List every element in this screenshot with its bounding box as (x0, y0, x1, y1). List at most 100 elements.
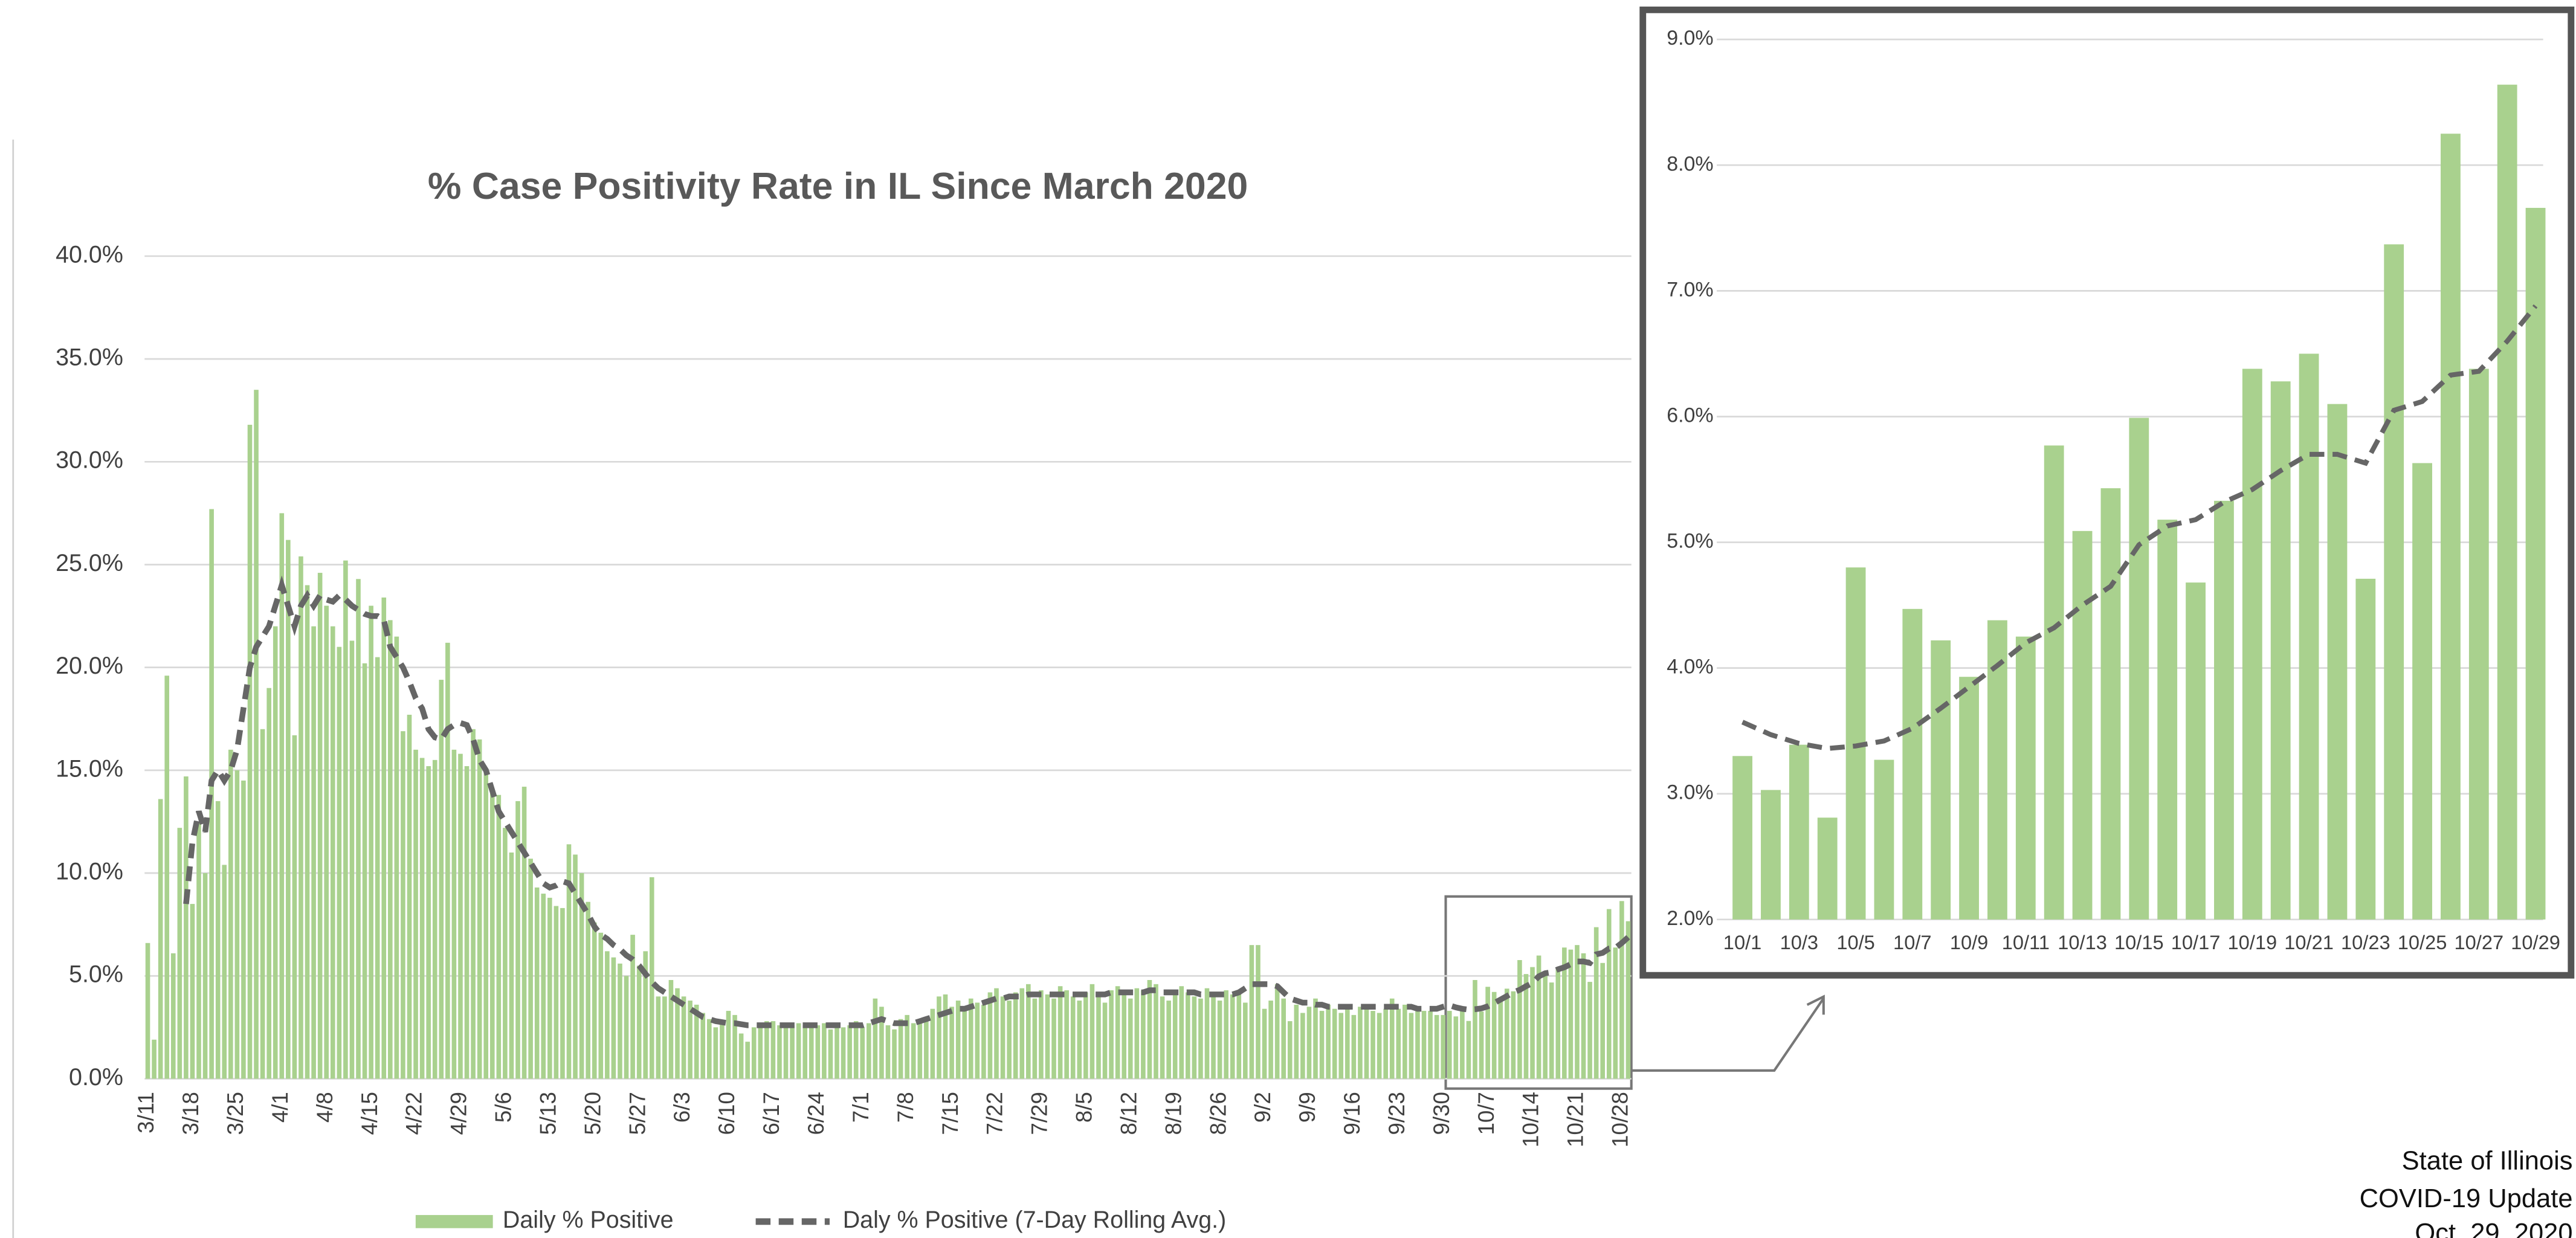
bar (738, 1033, 744, 1079)
x-tick-label: 8/19 (1161, 1092, 1186, 1135)
bar (1523, 974, 1529, 1079)
x-tick-label: 7/29 (1027, 1092, 1052, 1135)
bar (228, 749, 233, 1079)
bar (286, 540, 291, 1079)
bar (202, 873, 208, 1079)
bar (362, 663, 367, 1079)
bar (273, 626, 278, 1079)
bar (2299, 353, 2319, 920)
bar (1122, 994, 1127, 1079)
bar (1549, 982, 1554, 1079)
zoom-highlight (1444, 895, 1633, 1090)
bar (764, 1021, 769, 1079)
x-tick-label: 5/13 (535, 1092, 560, 1135)
bar (209, 509, 214, 1079)
bar (152, 1039, 157, 1079)
bar (1268, 1001, 1273, 1079)
footer-line: Oct. 29, 2020 (2415, 1219, 2572, 1238)
x-tick-label: 9/30 (1429, 1092, 1454, 1135)
y-tick-label: 6.0% (1667, 404, 1713, 427)
bar (1204, 988, 1210, 1079)
bar (1761, 790, 1781, 920)
bar (1931, 640, 1951, 920)
bar (841, 1027, 846, 1079)
bar (489, 790, 495, 1079)
y-tick-label: 10.0% (56, 858, 123, 885)
bar (1013, 992, 1018, 1079)
bar (324, 605, 329, 1079)
bar (419, 758, 425, 1079)
bar (700, 1013, 706, 1079)
bar (1511, 991, 1516, 1079)
x-tick-label: 9/16 (1340, 1092, 1364, 1135)
bar (879, 1007, 884, 1079)
bar (1498, 998, 1503, 1079)
bar (1606, 909, 1612, 1079)
bar (317, 573, 323, 1079)
bar (1211, 994, 1216, 1079)
bar (1032, 998, 1038, 1079)
bar (279, 513, 285, 1079)
bar (1186, 992, 1190, 1079)
bar (2044, 445, 2064, 920)
bar (2214, 500, 2234, 920)
bar (554, 906, 559, 1079)
x-tick-label: 4/15 (357, 1092, 382, 1135)
y-tick-label: 9.0% (1667, 27, 1713, 50)
bar (2468, 369, 2489, 920)
x-tick-label: 6/24 (804, 1092, 828, 1135)
bar (1453, 1016, 1459, 1079)
bar (618, 963, 622, 1079)
x-tick-label: 10/25 (2398, 931, 2447, 953)
bar (732, 1014, 737, 1079)
bar (1434, 1014, 1439, 1079)
bar (1817, 817, 1838, 920)
bar (222, 865, 227, 1079)
bar (1902, 608, 1923, 920)
bar (1562, 947, 1567, 1079)
bar (1096, 996, 1101, 1079)
bar (834, 1025, 839, 1079)
x-tick-label: 4/8 (312, 1092, 337, 1123)
x-tick-label: 3/18 (178, 1092, 203, 1135)
x-tick-label: 10/23 (2341, 931, 2390, 953)
bar (2497, 85, 2517, 920)
bar (1504, 988, 1509, 1079)
bar (2072, 530, 2093, 920)
bar (292, 735, 297, 1079)
bar (477, 739, 482, 1079)
bar (566, 844, 572, 1079)
x-tick-label: 6/17 (759, 1092, 784, 1135)
bar (1600, 962, 1606, 1079)
bar (541, 894, 546, 1079)
bar (1447, 1011, 1452, 1079)
bar (1160, 996, 1165, 1079)
x-tick-label: 10/29 (2511, 931, 2560, 953)
bar (1128, 998, 1133, 1079)
x-tick-label: 4/29 (447, 1092, 471, 1135)
x-tick-label: 7/22 (983, 1092, 1007, 1135)
bar (643, 951, 648, 1079)
bar (1102, 1002, 1108, 1079)
x-tick-label: 10/28 (1608, 1092, 1633, 1147)
bar (1243, 1002, 1248, 1079)
bar (464, 766, 470, 1079)
rolling-average-line (1741, 304, 2538, 751)
bar (1396, 1008, 1401, 1079)
bar (234, 770, 240, 1079)
bar (311, 626, 316, 1079)
bar (968, 998, 973, 1079)
x-tick-label: 10/7 (1893, 931, 1931, 953)
bar (1217, 1001, 1222, 1079)
bar (1403, 1004, 1407, 1079)
x-tick-label: 5/6 (491, 1092, 516, 1123)
bar (1389, 998, 1395, 1079)
bar (1479, 1011, 1484, 1079)
bar (1959, 677, 1979, 920)
bar (1536, 955, 1541, 1079)
bar (783, 1027, 789, 1079)
bar (955, 1001, 961, 1079)
x-tick-label: 6/3 (670, 1092, 694, 1123)
bar (1230, 994, 1235, 1079)
bar (401, 731, 405, 1079)
